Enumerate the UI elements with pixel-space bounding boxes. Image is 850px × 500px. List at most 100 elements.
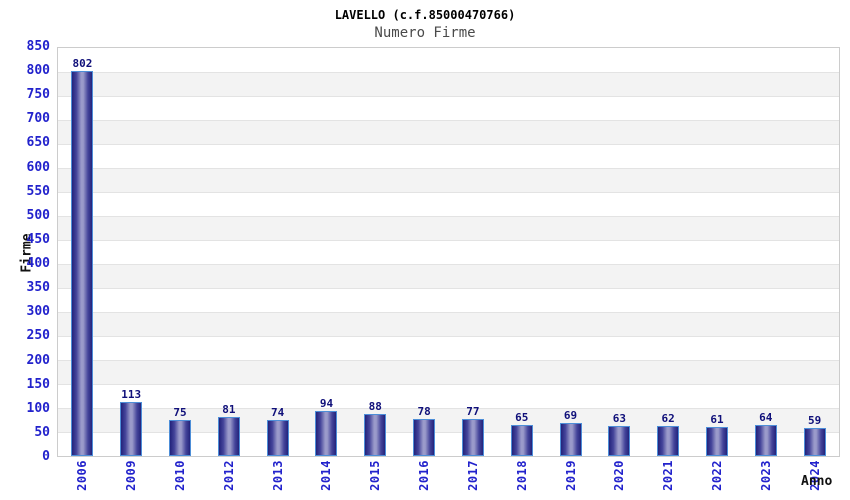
- bar-value-label: 61: [710, 412, 724, 426]
- y-tick-750: 750: [26, 87, 50, 103]
- x-tick-2009: 2009: [124, 460, 139, 491]
- y-tick-150: 150: [26, 376, 50, 392]
- bar-value-label: 62: [661, 412, 675, 426]
- bar-value-label: 64: [759, 411, 773, 425]
- bar-slot-2015: 88: [351, 48, 400, 456]
- bar-value-label: 81: [222, 403, 236, 417]
- x-tick-2014: 2014: [319, 460, 334, 491]
- bar-value-label: 63: [612, 411, 626, 425]
- bar-2009: [120, 401, 143, 456]
- bar-slot-2014: 94: [302, 48, 351, 456]
- y-tick-600: 600: [26, 159, 50, 175]
- grid-band: [58, 144, 839, 168]
- bar-2006: [71, 71, 94, 456]
- grid-band: [58, 72, 839, 96]
- bar-value-label: 88: [368, 399, 382, 413]
- y-tick-650: 650: [26, 135, 50, 151]
- y-tick-850: 850: [26, 39, 50, 54]
- bar-value-label: 75: [173, 406, 187, 419]
- y-tick-200: 200: [26, 352, 50, 368]
- bar-slot-2013: 74: [253, 48, 302, 456]
- bar-slot-2021: 62: [644, 48, 693, 456]
- bar-slot-2020: 63: [595, 48, 644, 456]
- bar-slot-2010: 75: [156, 48, 205, 456]
- grid-band: [58, 288, 839, 312]
- grid-band: [58, 96, 839, 120]
- bar-2023: [754, 425, 777, 456]
- bar-2015: [364, 413, 387, 456]
- bar-2021: [657, 426, 680, 456]
- x-tick-2016: 2016: [417, 460, 432, 491]
- y-tick-250: 250: [26, 328, 50, 344]
- bar-slot-2012: 81: [204, 48, 253, 456]
- y-tick-100: 100: [26, 400, 50, 416]
- x-tick-2021: 2021: [661, 460, 676, 491]
- bar-2013: [266, 420, 289, 456]
- grid-band: [58, 216, 839, 240]
- grid-bands: [58, 48, 839, 456]
- x-axis-label: Anno: [801, 474, 833, 489]
- x-tick-2018: 2018: [514, 460, 529, 491]
- y-tick-350: 350: [26, 280, 50, 296]
- bar-2017: [461, 419, 484, 456]
- bar-value-label: 94: [319, 396, 334, 410]
- bar-2020: [608, 425, 631, 456]
- x-tick-2022: 2022: [709, 460, 724, 491]
- bar-value-label: 74: [271, 406, 285, 420]
- grid-band: [58, 312, 839, 336]
- bar-value-label: 69: [563, 408, 578, 422]
- bar-slot-2024: 59: [790, 48, 839, 456]
- grid-band: [58, 264, 839, 288]
- y-tick-0: 0: [42, 449, 50, 464]
- x-tick-2023: 2023: [758, 460, 773, 491]
- bar-value-label: 59: [807, 413, 822, 427]
- x-tick-2006: 2006: [75, 460, 90, 491]
- bar-2022: [705, 426, 728, 456]
- grid-band: [58, 384, 839, 408]
- bar-slot-2009: 113: [107, 48, 156, 456]
- bar-slot-2016: 78: [400, 48, 449, 456]
- bar-2018: [510, 424, 533, 456]
- bar-2010: [169, 420, 192, 456]
- bar-slot-2019: 69: [546, 48, 595, 456]
- chart-subtitle: Numero Firme: [374, 25, 476, 41]
- bar-2016: [413, 418, 436, 456]
- y-tick-500: 500: [26, 207, 50, 223]
- x-tick-2020: 2020: [612, 460, 627, 491]
- x-tick-2012: 2012: [221, 460, 236, 491]
- bar-slot-2022: 61: [693, 48, 742, 456]
- y-tick-50: 50: [34, 424, 50, 440]
- bar-value-label: 78: [417, 404, 431, 418]
- bar-2012: [217, 417, 240, 456]
- bar-slot-2018: 65: [497, 48, 546, 456]
- grid-band: [58, 168, 839, 192]
- x-tick-2015: 2015: [368, 460, 383, 491]
- grid-band: [58, 192, 839, 216]
- y-tick-800: 800: [26, 63, 50, 79]
- x-tick-2019: 2019: [563, 460, 578, 491]
- bar-value-label: 65: [515, 410, 529, 424]
- bar-value-label: 77: [466, 405, 480, 419]
- x-tick-2010: 2010: [173, 460, 188, 491]
- y-tick-550: 550: [26, 183, 50, 199]
- bar-value-label: 113: [121, 387, 142, 401]
- plot-area: 802 113 75 81 74 94 88 78 77 65 69 63 62 61 64 59: [57, 47, 840, 457]
- bars-row: 802 113 75 81 74 94 88 78 77 65 69 63 62 61 64 59: [58, 48, 839, 456]
- bar-2014: [315, 410, 338, 456]
- y-tick-450: 450: [26, 231, 50, 247]
- bar-value-label: 802: [72, 57, 93, 71]
- x-tick-2013: 2013: [270, 460, 285, 491]
- bar-2024: [803, 427, 826, 456]
- grid-band: [58, 240, 839, 264]
- y-tick-300: 300: [26, 304, 50, 320]
- chart-title: LAVELLO (c.f.85000470766): [334, 8, 516, 22]
- grid-band: [58, 120, 839, 144]
- grid-band: [58, 360, 839, 384]
- y-tick-400: 400: [26, 256, 50, 272]
- x-tick-2017: 2017: [465, 460, 480, 491]
- bar-slot-2023: 64: [741, 48, 790, 456]
- grid-band: [58, 48, 839, 72]
- grid-band: [58, 336, 839, 360]
- bar-2019: [559, 422, 582, 456]
